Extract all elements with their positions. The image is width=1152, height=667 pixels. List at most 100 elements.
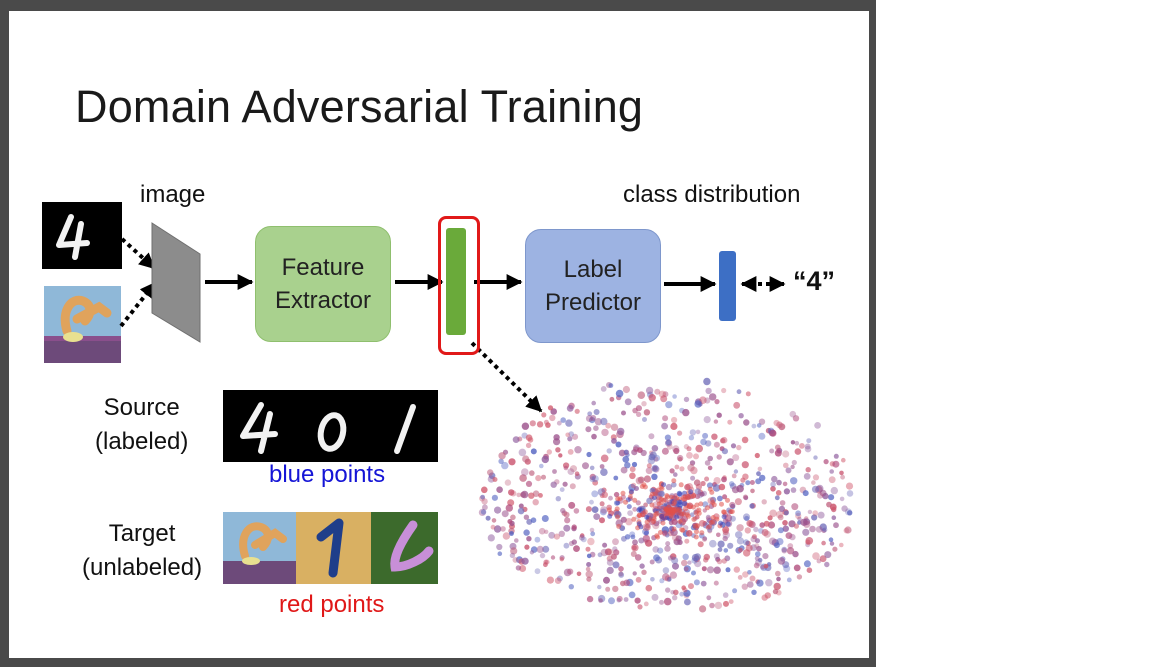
scatter-point bbox=[663, 597, 672, 606]
scatter-point bbox=[691, 493, 696, 499]
scatter-point bbox=[707, 524, 712, 530]
scatter-point bbox=[823, 459, 829, 465]
scatter-point bbox=[683, 589, 691, 597]
scatter-point bbox=[805, 539, 811, 545]
scatter-point bbox=[505, 504, 513, 512]
scatter-point bbox=[604, 548, 612, 556]
scatter-point bbox=[523, 529, 530, 536]
scatter-point bbox=[655, 487, 661, 493]
scatter-point bbox=[599, 501, 605, 507]
scatter-point bbox=[767, 521, 776, 529]
scatter-point bbox=[645, 467, 653, 475]
scatter-point bbox=[593, 513, 601, 520]
scatter-point bbox=[775, 490, 782, 496]
scatter-point bbox=[816, 558, 822, 564]
scatter-point bbox=[563, 524, 571, 532]
scatter-point bbox=[791, 459, 797, 466]
scatter-point bbox=[729, 501, 736, 509]
scatter-point bbox=[646, 497, 653, 505]
scatter-point bbox=[847, 510, 853, 516]
scatter-point bbox=[670, 553, 677, 560]
scatter-point bbox=[790, 464, 795, 470]
scatter-point bbox=[691, 557, 698, 564]
scatter-point bbox=[705, 440, 712, 447]
class-distribution-vector bbox=[719, 251, 736, 321]
scatter-point bbox=[684, 483, 691, 491]
scatter-point bbox=[694, 523, 700, 529]
scatter-point bbox=[728, 599, 734, 604]
scatter-point bbox=[620, 466, 628, 474]
scatter-point bbox=[711, 502, 717, 508]
scatter-point bbox=[491, 518, 497, 523]
scatter-point bbox=[665, 401, 673, 409]
scatter-point bbox=[521, 422, 530, 430]
scatter-point bbox=[804, 443, 811, 450]
image-label: image bbox=[140, 181, 206, 208]
scatter-point bbox=[713, 566, 721, 574]
scatter-point bbox=[546, 576, 555, 584]
scatter-point bbox=[650, 577, 655, 582]
scatter-point bbox=[758, 418, 766, 425]
scatter-point bbox=[736, 444, 742, 451]
scatter-point bbox=[815, 526, 823, 533]
scatter-point bbox=[538, 527, 546, 535]
scatter-point bbox=[653, 554, 660, 562]
scatter-point bbox=[608, 597, 615, 605]
scatter-point bbox=[516, 492, 521, 498]
scatter-point bbox=[761, 499, 767, 505]
scatter-point bbox=[623, 499, 628, 505]
scatter-point bbox=[628, 591, 636, 599]
scatter-point bbox=[682, 494, 688, 500]
scatter-point bbox=[671, 555, 676, 561]
scatter-point bbox=[635, 405, 643, 412]
scatter-point bbox=[553, 434, 560, 441]
scatter-point bbox=[632, 539, 638, 546]
scatter-point bbox=[649, 559, 655, 565]
scatter-point bbox=[685, 483, 694, 491]
scatter-point bbox=[508, 489, 515, 496]
scatter-point bbox=[833, 453, 839, 459]
scatter-point bbox=[713, 477, 721, 485]
scatter-point bbox=[500, 526, 506, 532]
scatter-point bbox=[694, 560, 702, 568]
scatter-point bbox=[480, 494, 485, 500]
scatter-point bbox=[699, 491, 705, 497]
scatter-point bbox=[707, 455, 713, 462]
scatter-point bbox=[819, 489, 827, 497]
scatter-point bbox=[844, 526, 852, 534]
scatter-point bbox=[749, 480, 755, 485]
scatter-point bbox=[558, 453, 563, 458]
scatter-point bbox=[481, 486, 488, 494]
scatter-point bbox=[680, 527, 686, 533]
label-predictor-block: Label Predictor bbox=[525, 229, 661, 343]
scatter-point bbox=[812, 552, 820, 560]
scatter-point bbox=[649, 487, 655, 493]
scatter-point bbox=[601, 428, 609, 437]
scatter-point bbox=[508, 458, 516, 466]
scatter-point bbox=[666, 504, 672, 510]
scatter-point bbox=[491, 494, 498, 501]
scatter-point bbox=[723, 548, 729, 553]
scatter-point bbox=[651, 519, 657, 525]
scatter-point bbox=[839, 470, 844, 476]
input-arrow-bottom bbox=[119, 281, 157, 328]
scatter-point bbox=[718, 520, 724, 526]
scatter-point bbox=[518, 503, 524, 509]
scatter-point bbox=[694, 400, 702, 408]
scatter-point bbox=[782, 481, 788, 487]
scatter-point bbox=[756, 423, 762, 428]
scatter-point bbox=[652, 465, 660, 473]
scatter-point bbox=[568, 540, 575, 547]
scatter-point bbox=[629, 472, 636, 480]
scatter-point bbox=[541, 412, 547, 418]
scatter-point bbox=[616, 597, 622, 603]
scatter-point bbox=[665, 439, 672, 446]
scatter-point bbox=[763, 563, 769, 569]
scatter-point bbox=[688, 489, 694, 495]
scatter-point bbox=[789, 533, 796, 541]
scatter-point bbox=[617, 496, 623, 502]
scatter-point bbox=[733, 566, 740, 573]
scatter-point bbox=[563, 511, 570, 518]
scatter-point bbox=[618, 566, 624, 572]
scatter-point bbox=[746, 520, 753, 527]
